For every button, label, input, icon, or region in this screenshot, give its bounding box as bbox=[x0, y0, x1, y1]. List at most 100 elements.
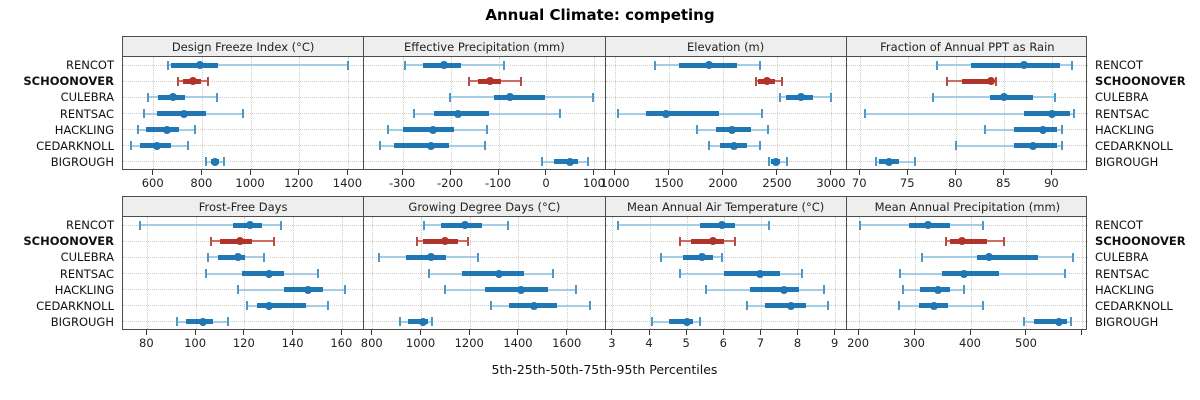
site-label-right: RENTSAC bbox=[1095, 266, 1150, 281]
median-dot bbox=[1000, 93, 1009, 102]
interquartile-bar bbox=[724, 271, 780, 276]
whisker-end-cap bbox=[963, 285, 966, 295]
whisker-end-cap bbox=[415, 236, 418, 246]
whisker-end-cap bbox=[273, 236, 276, 246]
panel-strip: Mean Annual Precipitation (mm) bbox=[847, 197, 1088, 216]
axis-tick bbox=[913, 330, 915, 335]
interquartile-bar bbox=[645, 111, 719, 116]
interquartile-bar bbox=[700, 222, 736, 228]
panel-strip-title: Growing Degree Days (°C) bbox=[408, 199, 561, 214]
axis-tick bbox=[401, 170, 403, 175]
strip-band: Frost-Free Days Growing Degree Days (°C) M… bbox=[122, 196, 1087, 217]
interquartile-bar bbox=[461, 271, 524, 276]
panel bbox=[364, 57, 606, 169]
axis-tick-label: 800 bbox=[360, 336, 383, 350]
axis-tick bbox=[517, 330, 519, 335]
gridline-horizontal bbox=[123, 161, 364, 163]
gridline-horizontal bbox=[605, 161, 846, 163]
interquartile-bar bbox=[283, 287, 323, 293]
median-dot bbox=[923, 221, 932, 230]
axis-tick-label: 80 bbox=[139, 336, 154, 350]
whisker-end-cap bbox=[204, 269, 207, 278]
percentile-whisker-line bbox=[956, 144, 1063, 147]
interquartile-bar bbox=[171, 62, 218, 68]
whisker-end-cap bbox=[520, 76, 523, 86]
axis-tick bbox=[830, 170, 832, 175]
interquartile-bar bbox=[403, 127, 455, 133]
median-dot bbox=[933, 285, 942, 294]
median-dot bbox=[529, 301, 538, 310]
whisker-end-cap bbox=[981, 220, 984, 230]
axis-caption: 5th-25th-50th-75th-95th Percentiles bbox=[491, 362, 718, 377]
site-label-left: HACKLING bbox=[54, 122, 114, 137]
axis-tick-label: -200 bbox=[436, 176, 464, 190]
whisker-end-cap bbox=[1070, 60, 1073, 70]
interquartile-bar bbox=[1013, 127, 1058, 133]
median-dot bbox=[418, 317, 427, 326]
axis-tick bbox=[249, 170, 251, 175]
whisker-end-cap bbox=[398, 317, 401, 327]
interquartile-bar bbox=[218, 254, 245, 260]
axis-tick bbox=[298, 170, 300, 175]
whisker-end-cap bbox=[801, 269, 804, 278]
median-dot bbox=[235, 237, 244, 246]
interquartile-bar bbox=[976, 254, 1039, 260]
whisker-end-cap bbox=[489, 301, 492, 311]
axis-tick bbox=[776, 170, 778, 175]
whisker-end-cap bbox=[484, 141, 487, 151]
interquartile-bar bbox=[942, 271, 999, 276]
interquartile-bar bbox=[765, 303, 806, 309]
whisker-end-cap bbox=[386, 125, 389, 135]
axis-tick bbox=[648, 330, 650, 335]
whisker-end-cap bbox=[129, 141, 132, 151]
whisker-end-cap bbox=[194, 125, 197, 135]
whisker-end-cap bbox=[326, 301, 329, 311]
interquartile-bar bbox=[257, 303, 306, 309]
whisker-end-cap bbox=[827, 301, 830, 311]
interquartile-bar bbox=[484, 287, 549, 293]
axis-tick-label: 75 bbox=[899, 176, 915, 190]
panel bbox=[605, 57, 847, 169]
axis-tick-label: 7 bbox=[756, 336, 765, 350]
median-dot bbox=[199, 317, 208, 326]
median-dot bbox=[153, 141, 162, 150]
median-dot bbox=[179, 109, 188, 118]
whisker-end-cap bbox=[223, 157, 226, 167]
site-label-right: SCHOONOVER bbox=[1095, 74, 1186, 89]
gridline-horizontal bbox=[605, 96, 846, 98]
axis-tick bbox=[834, 330, 836, 335]
axis-tick bbox=[152, 170, 154, 175]
whisker-end-cap bbox=[721, 252, 724, 262]
whisker-end-cap bbox=[142, 109, 145, 118]
whisker-end-cap bbox=[591, 92, 594, 102]
gridline-horizontal bbox=[364, 256, 605, 258]
site-label-right: RENCOT bbox=[1095, 58, 1143, 73]
panel-strip-title: Mean Annual Air Temperature (°C) bbox=[626, 199, 825, 214]
median-dot bbox=[517, 285, 526, 294]
panel-strip: Effective Precipitation (mm) bbox=[364, 37, 606, 56]
axis-tick bbox=[449, 170, 451, 175]
axis-tick bbox=[611, 330, 613, 335]
axis-tick-label: 100 bbox=[582, 176, 605, 190]
axis-tick-label: 3 bbox=[608, 336, 616, 350]
site-label-left: HACKLING bbox=[54, 282, 114, 297]
whisker-end-cap bbox=[575, 285, 578, 295]
median-dot bbox=[779, 285, 788, 294]
axis-tick-label: 1400 bbox=[332, 176, 363, 190]
interquartile-bar bbox=[422, 238, 459, 244]
axis-tick bbox=[797, 330, 798, 335]
whisker-end-cap bbox=[653, 60, 656, 70]
whisker-end-cap bbox=[695, 125, 698, 135]
axis-tick-label: 500 bbox=[1015, 336, 1037, 350]
whisker-end-cap bbox=[552, 269, 555, 278]
axis-tick-label: 1000 bbox=[600, 176, 630, 190]
site-label-left: BIGROUGH bbox=[50, 314, 114, 329]
percentile-whisker-line bbox=[618, 224, 769, 227]
axis-tick-label: 3000 bbox=[816, 176, 846, 190]
site-label-right: BIGROUGH bbox=[1095, 154, 1159, 169]
panel-strip: Frost-Free Days bbox=[123, 197, 365, 216]
axis-tick-label: 8 bbox=[793, 336, 802, 350]
gridline-horizontal bbox=[846, 321, 1088, 323]
whisker-end-cap bbox=[427, 269, 430, 278]
median-dot bbox=[304, 285, 313, 294]
